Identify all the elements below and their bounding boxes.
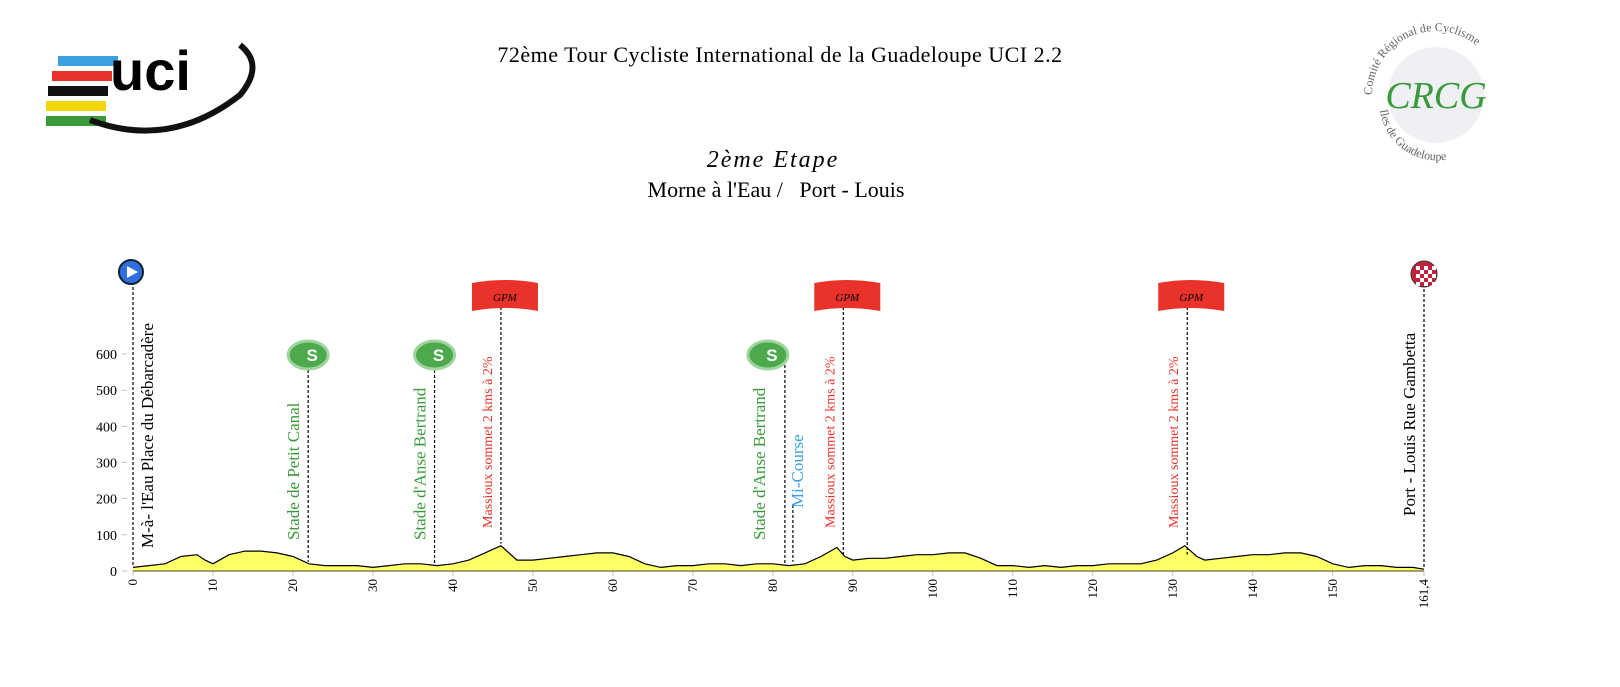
y-tick-label: 0 (110, 565, 117, 580)
x-tick-label: 10 (205, 579, 220, 592)
marker (1410, 260, 1438, 288)
page-title: 72ème Tour Cycliste International de la … (497, 42, 1062, 67)
crcg-logo: Comité Régional de Cyclisme Iles de Guad… (1361, 20, 1487, 164)
x-tick-label: 30 (365, 579, 380, 592)
annotation-label: Massioux sommet 2 kms à 2% (481, 356, 496, 528)
x-tick-label: 161,4 (1416, 579, 1431, 609)
finish-check (1416, 266, 1420, 270)
finish-check (1428, 270, 1432, 274)
y-tick-label: 400 (96, 420, 117, 435)
finish-check (1432, 282, 1436, 286)
finish-check (1420, 278, 1424, 282)
gpm-flag (814, 280, 881, 311)
sprint-icon (413, 339, 457, 371)
profile-line (132, 544, 1425, 570)
gpm-flag (1158, 280, 1225, 311)
finish-check (1432, 266, 1436, 270)
finish-check (1432, 274, 1436, 278)
marker: GPM (471, 280, 538, 311)
x-tick-label: 0 (125, 579, 140, 586)
annotation-label: Stade d'Anse Bertrand (750, 387, 769, 540)
annotation-label: Stade de Petit Canal (284, 402, 303, 540)
x-tick-label: 150 (1325, 579, 1340, 599)
x-tick-label: 100 (925, 579, 940, 599)
gpm-text: GPM (835, 292, 860, 304)
x-tick-label: 130 (1165, 579, 1180, 599)
finish-check (1424, 274, 1428, 278)
x-tick-label: 70 (685, 579, 700, 592)
logo-text: uci (110, 39, 191, 102)
marker: S (746, 339, 790, 371)
y-tick-label: 600 (96, 348, 117, 363)
marker: GPM (1158, 280, 1225, 311)
x-tick-label: 50 (525, 579, 540, 592)
y-tick-label: 100 (96, 529, 117, 544)
marker: S (413, 339, 457, 371)
gpm-text: GPM (493, 292, 518, 304)
start-arrow (127, 266, 138, 278)
area-fill (133, 545, 1424, 571)
sprint-text: S (766, 346, 777, 365)
annotation-label: Massioux sommet 2 kms à 2% (823, 356, 838, 528)
x-tick-label: 110 (1005, 579, 1020, 598)
sprint-text: S (307, 346, 318, 365)
x-tick-label: 60 (605, 579, 620, 592)
gpm-text: GPM (1179, 292, 1204, 304)
finish-check (1416, 282, 1420, 286)
marker: GPM (814, 280, 881, 311)
x-tick-label: 90 (845, 579, 860, 592)
finish-check (1428, 278, 1432, 282)
x-tick-label: 20 (285, 579, 300, 592)
finish-check (1420, 270, 1424, 274)
x-tick-label: 80 (765, 579, 780, 592)
finish-check (1416, 274, 1420, 278)
gpm-flag (471, 280, 538, 311)
annotation-label: M-à- l'Eau Place du Débarcadère (138, 323, 157, 548)
logo-letters: CRCG (1385, 75, 1486, 117)
x-tick-label: 120 (1085, 579, 1100, 599)
finish-check (1424, 266, 1428, 270)
annotation-label: Stade d'Anse Bertrand (411, 387, 430, 540)
y-tick-label: 500 (96, 384, 117, 399)
marker: S (286, 339, 330, 371)
x-tick-label: 140 (1245, 579, 1260, 599)
annotation-label: Massioux sommet 2 kms à 2% (1167, 356, 1182, 528)
sprint-icon (286, 339, 330, 371)
uci-logo: uci (46, 39, 256, 134)
chart-title: 2ème Etape (707, 147, 840, 173)
y-tick-label: 200 (96, 493, 117, 508)
y-tick-label: 300 (96, 457, 117, 472)
marker (118, 259, 144, 285)
sprint-icon (746, 339, 790, 371)
sprint-text: S (433, 346, 444, 365)
x-tick-label: 40 (445, 579, 460, 592)
annotation-label: Port - Louis Rue Gambetta (1400, 332, 1419, 516)
chart-subtitle: Morne à l'Eau / Port - Louis (648, 177, 905, 202)
finish-check (1424, 282, 1428, 286)
annotation-label: Mi-Course (788, 434, 807, 508)
